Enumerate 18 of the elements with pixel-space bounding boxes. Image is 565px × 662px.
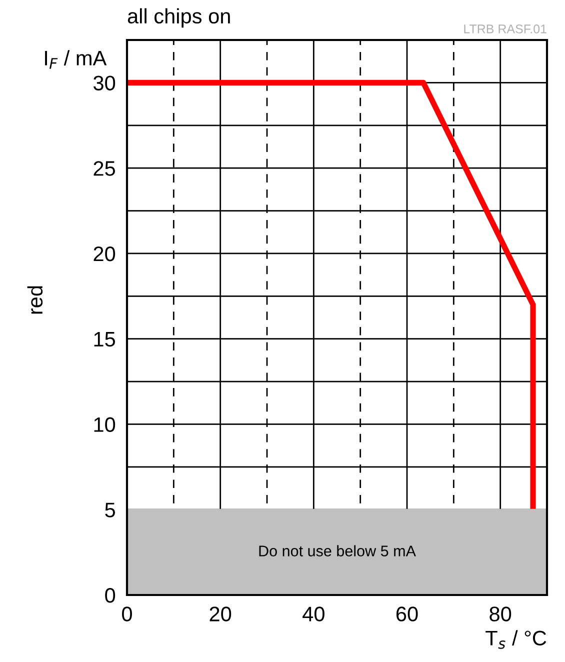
y-tick-label: 20 bbox=[94, 246, 116, 262]
x-axis-title: T$_{s}$ / °C bbox=[486, 630, 546, 649]
chart-title: all chips on bbox=[128, 8, 230, 28]
y-axis-title: I$_{F}$ / mA bbox=[45, 50, 107, 69]
y-tick-label: 25 bbox=[94, 161, 116, 176]
y-tick-label: 5 bbox=[105, 502, 116, 518]
band-label: Do not use below 5 mA bbox=[259, 545, 416, 556]
x-tick-label: 0 bbox=[122, 606, 132, 622]
x-tick-label: 60 bbox=[396, 606, 418, 622]
text: red bbox=[27, 286, 43, 314]
y-tick-label: 15 bbox=[94, 332, 116, 347]
y-tick-label: 0 bbox=[105, 588, 116, 603]
x-tick-label: 20 bbox=[210, 606, 232, 622]
y-tick-label: 10 bbox=[94, 417, 116, 432]
x-tick-label: 80 bbox=[490, 606, 512, 622]
x-tick-label: 40 bbox=[302, 606, 324, 622]
y-tick-label: 30 bbox=[94, 76, 116, 90]
text: LTRB RASF.01 bbox=[464, 24, 546, 34]
